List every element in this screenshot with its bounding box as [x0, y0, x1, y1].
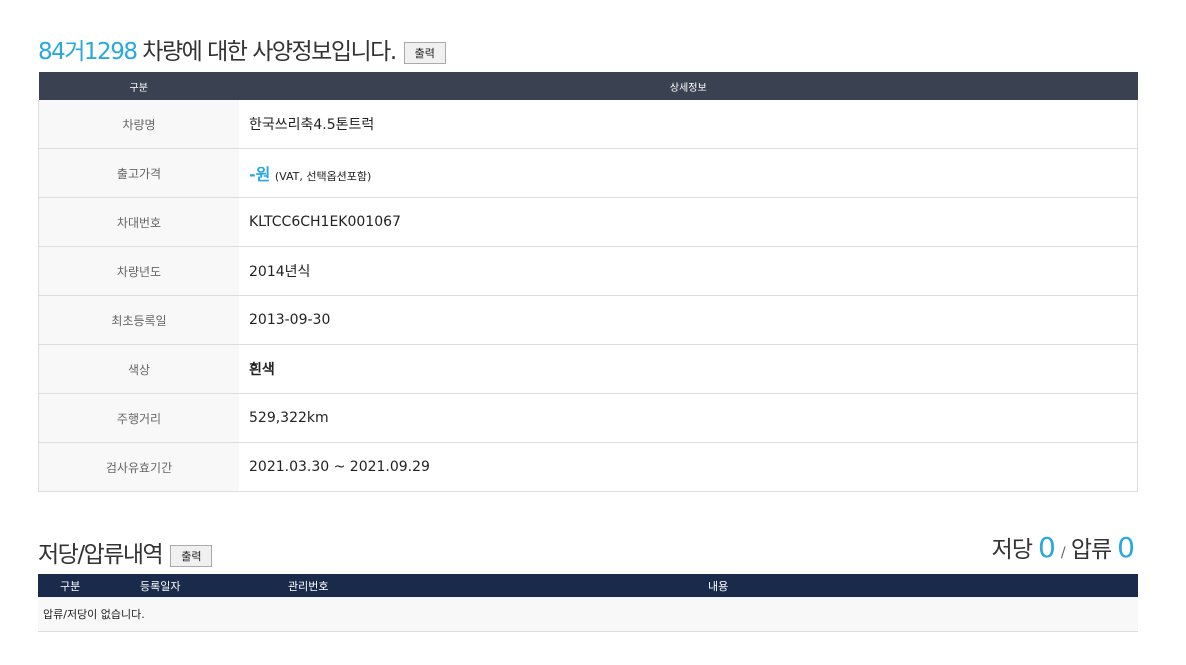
- row-value: -원 (VAT, 선택옵션포함): [239, 148, 1138, 198]
- row-value: 2013-09-30: [239, 295, 1138, 345]
- mortgage-label: 저당: [991, 537, 1033, 563]
- row-label: 차량명: [38, 100, 239, 149]
- col-category: 구분: [38, 574, 140, 597]
- lien-counts: 저당 0/ 압류 0: [991, 530, 1135, 564]
- seizure-count: 0: [1117, 531, 1135, 564]
- row-value: 529,322km: [239, 393, 1138, 443]
- lien-table: 구분 등록일자 관리번호 내용 압류/저당이 없습니다.: [38, 574, 1138, 632]
- seizure-label: 압류: [1070, 537, 1112, 563]
- table-row: 출고가격 -원 (VAT, 선택옵션포함): [38, 148, 1138, 198]
- empty-message: 압류/저당이 없습니다.: [38, 597, 1138, 632]
- row-value: 2014년식: [239, 246, 1138, 296]
- lien-title-text: 저당/압류내역: [38, 542, 164, 568]
- plate-number: 84거1298: [38, 39, 138, 65]
- col-content: 내용: [708, 574, 1138, 597]
- row-label: 차대번호: [38, 197, 239, 247]
- table-row: 색상 흰색: [38, 344, 1138, 394]
- table-row: 최초등록일 2013-09-30: [38, 295, 1138, 345]
- row-label: 최초등록일: [38, 295, 239, 345]
- col-number: 관리번호: [288, 574, 708, 597]
- row-value: 흰색: [239, 344, 1138, 394]
- col-date: 등록일자: [140, 574, 288, 597]
- row-label: 주행거리: [38, 393, 239, 443]
- col-detail: 상세정보: [239, 72, 1138, 100]
- table-row: 차량년도 2014년식: [38, 246, 1138, 296]
- print-spec-button[interactable]: 출력: [403, 42, 446, 64]
- row-value: 2021.03.30 ~ 2021.09.29: [239, 442, 1138, 492]
- row-label: 차량년도: [38, 246, 239, 296]
- row-value: KLTCC6CH1EK001067: [239, 197, 1138, 247]
- price-note: (VAT, 선택옵션포함): [274, 170, 372, 183]
- print-lien-button[interactable]: 출력: [170, 545, 213, 567]
- table-row: 주행거리 529,322km: [38, 393, 1138, 443]
- price-value: -원: [249, 165, 271, 184]
- table-row: 차량명 한국쓰리축4.5톤트럭: [38, 100, 1138, 149]
- row-value: 한국쓰리축4.5톤트럭: [239, 100, 1138, 149]
- table-row: 검사유효기간 2021.03.30 ~ 2021.09.29: [38, 442, 1138, 492]
- table-row: 차대번호 KLTCC6CH1EK001067: [38, 197, 1138, 247]
- mortgage-count: 0: [1037, 531, 1056, 564]
- spec-table: 구분 상세정보 차량명 한국쓰리축4.5톤트럭 출고가격 -원 (VAT, 선택옵션포…: [38, 72, 1138, 492]
- page-title: 84거1298 차량에 대한 사양정보입니다. 출력: [38, 32, 446, 66]
- table-row: 압류/저당이 없습니다.: [38, 597, 1138, 632]
- col-category: 구분: [38, 72, 239, 100]
- row-label: 검사유효기간: [38, 442, 239, 492]
- row-label: 출고가격: [38, 148, 239, 198]
- separator: /: [1060, 545, 1066, 561]
- title-text: 차량에 대한 사양정보입니다.: [142, 39, 397, 65]
- lien-title: 저당/압류내역 출력: [38, 535, 213, 569]
- row-label: 색상: [38, 344, 239, 394]
